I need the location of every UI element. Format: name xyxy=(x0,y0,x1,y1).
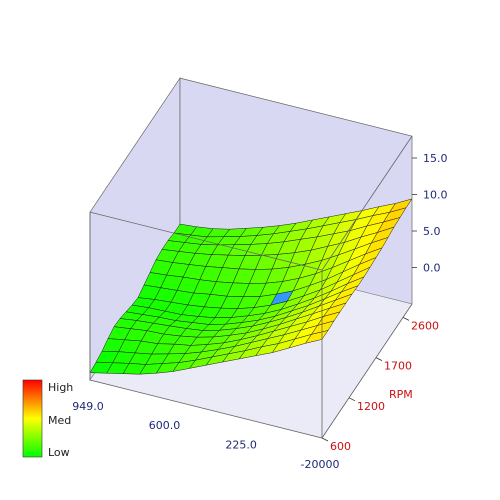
x-tick-label: 949.0 xyxy=(72,400,104,413)
y-tick-label: 600 xyxy=(330,440,351,453)
z-tick-label: 5.0 xyxy=(423,225,441,238)
color-legend: High Med Low xyxy=(22,379,73,459)
y-tick-label: 1200 xyxy=(357,400,385,413)
z-tick-label: 10.0 xyxy=(423,189,448,202)
legend-med-label: Med xyxy=(48,414,71,427)
z-tick-label: 0.0 xyxy=(423,262,441,275)
surface-mesh xyxy=(89,198,413,375)
legend-color-bar xyxy=(22,379,43,458)
box-edge-top-right xyxy=(321,135,413,271)
x-tick-label: 600.0 xyxy=(149,419,181,432)
y-tick-mark xyxy=(348,397,356,402)
y-tick-mark xyxy=(402,317,410,321)
y-tick-mark xyxy=(375,357,383,361)
y-tick-label: 2600 xyxy=(411,319,439,332)
box-edge-floor-right xyxy=(321,303,413,439)
x-tick-label: 225.0 xyxy=(225,438,257,451)
y-axis-label: RPM xyxy=(389,388,413,401)
box-edge-top-front xyxy=(89,211,323,271)
axis-ticks: 0.0 5.0 10.0 15.0 949.0 600.0 225.0 -20000 600 12… xyxy=(72,152,447,471)
box-edge-floor-front xyxy=(89,379,323,439)
x-tick-label: -20000 xyxy=(301,458,340,471)
z-tick-label: 15.0 xyxy=(423,152,448,165)
y-tick-label: 1700 xyxy=(384,360,412,373)
plot-box-front xyxy=(89,135,413,439)
legend-low-label: Low xyxy=(48,446,70,459)
y-tick-mark xyxy=(321,437,329,442)
surface-cell-0-0 xyxy=(89,362,113,374)
legend-high-label: High xyxy=(48,381,73,394)
